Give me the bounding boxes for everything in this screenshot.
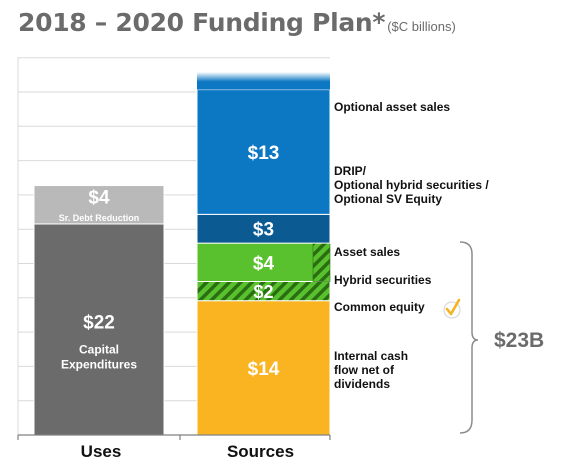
- legend-internal_cash-line-1: Internal cash: [334, 349, 408, 363]
- bar-sources-hybrid: [196, 242, 331, 282]
- bar-sources-hybrid-hatched-edge: [312, 242, 331, 282]
- legend-asset_sales-line-1: Asset sales: [334, 245, 400, 259]
- label-uses-debt-desc: Sr. Debt Reduction: [59, 213, 140, 223]
- x-tick-uses: Uses: [81, 442, 122, 461]
- legend-optional_asset_sales-line-1: Optional asset sales: [334, 100, 450, 114]
- label-sources-common_equity-value: $2: [253, 282, 273, 302]
- title-unit: ($C billions): [387, 19, 456, 34]
- legend-drip-line-3: Optional SV Equity: [334, 192, 442, 206]
- bar-uses-debt: [33, 185, 165, 225]
- bracket-total-label: $23B: [494, 329, 544, 352]
- legend-internal_cash-line-2: flow net of: [334, 363, 395, 377]
- label-sources-internal_cash-value: $14: [248, 359, 280, 380]
- legend-hybrid-line-1: Hybrid securities: [334, 273, 432, 287]
- label-sources-drip-value: $13: [248, 143, 280, 164]
- legend-common_equity-line-1: Common equity: [334, 300, 425, 314]
- chart-title: 2018 – 2020 Funding Plan* ($C billions): [18, 8, 456, 37]
- label-uses-capex-value: $22: [83, 312, 115, 333]
- x-tick-sources: Sources: [227, 442, 294, 461]
- bars: [33, 72, 331, 436]
- title-text: 2018 – 2020 Funding Plan*: [18, 8, 386, 37]
- bracket-shape: [459, 241, 479, 434]
- label-sources-asset_sales-value: $3: [253, 220, 274, 241]
- x-axis: Uses Sources: [17, 434, 331, 461]
- legend-drip-line-1: DRIP/: [334, 164, 367, 178]
- legend-internal_cash-line-3: dividends: [334, 377, 390, 391]
- label-sources-hybrid-value: $4: [253, 253, 275, 274]
- legend-labels: Optional asset sales DRIP/Optional hybrid…: [334, 100, 544, 434]
- legend-drip-line-2: Optional hybrid securities /: [334, 178, 489, 192]
- label-uses-debt-value: $4: [88, 188, 110, 209]
- label-uses-capex-desc-2: Expenditures: [61, 357, 137, 371]
- bar-sources-optional_asset_sales: [197, 72, 330, 90]
- checkmark-icon: [445, 298, 461, 316]
- label-uses-capex-desc-1: Capital: [79, 342, 119, 356]
- bar-sources-drip: [196, 89, 331, 215]
